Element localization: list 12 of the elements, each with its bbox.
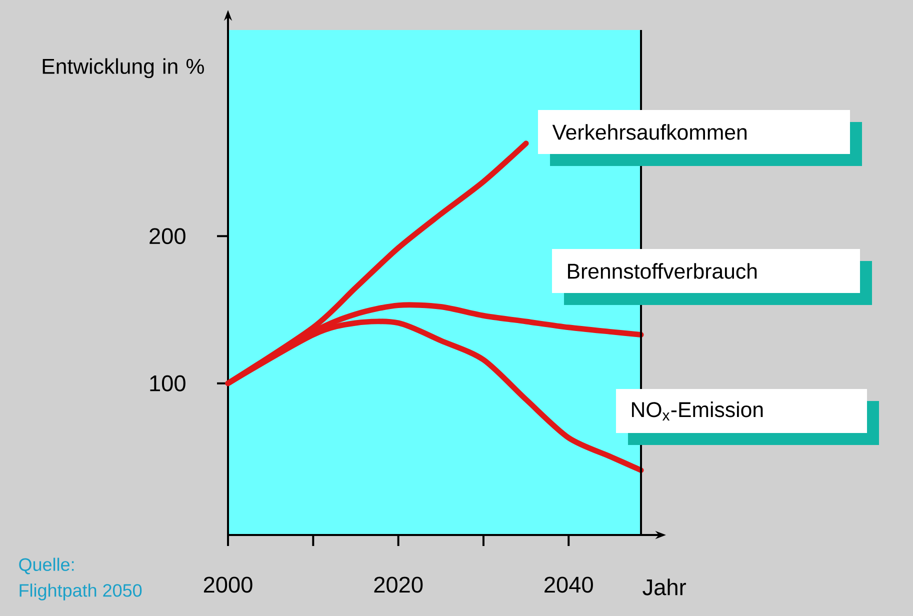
x-axis-title: Jahr <box>642 578 686 596</box>
x-tick-label: 2040 <box>544 576 593 593</box>
text: Flightpath 2050 <box>20 584 142 600</box>
series-label: NO$_{x}$-Emission <box>632 402 763 420</box>
y-axis-title: Entwicklung in % <box>42 58 204 78</box>
source-note: Quelle: <box>19 558 74 574</box>
series-label: Verkehrsaufkommen <box>552 124 747 140</box>
x-tick-label: 2000 <box>204 576 252 593</box>
text: Brennstoffverbrauch <box>568 263 757 279</box>
y-tick-label: 200 <box>150 228 186 244</box>
y-tick-label: 100 <box>150 375 186 392</box>
x-tick-label: 2020 <box>374 576 423 593</box>
